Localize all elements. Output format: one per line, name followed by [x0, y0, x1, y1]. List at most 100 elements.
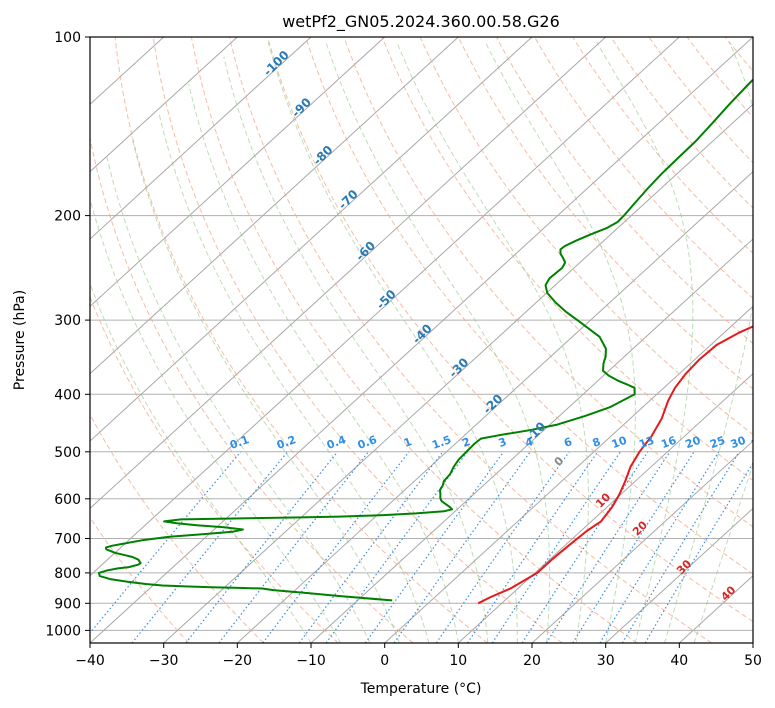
mixing-ratio-label: 0.6	[356, 433, 379, 452]
x-tick-label: 0	[380, 653, 389, 669]
mixing-ratio-label: 13	[637, 434, 656, 451]
moist-adiabat	[188, 83, 459, 643]
isotherm	[90, 37, 607, 510]
mixing-ratio-line	[131, 451, 289, 643]
y-axis-title: Pressure (hPa)	[12, 290, 28, 390]
y-tick-label: 800	[54, 566, 81, 582]
mixing-ratio-label: 1.5	[430, 433, 453, 452]
mixing-ratio-label: 30	[729, 434, 748, 452]
y-axis: 100 200 300 400 500 600 700 800 900 1000	[45, 30, 90, 639]
moist-adiabat	[484, 41, 636, 643]
isotherm	[90, 37, 533, 442]
mixing-ratio-line	[467, 451, 599, 643]
y-tick-label: 300	[54, 313, 81, 329]
y-tick-label: 1000	[45, 623, 81, 639]
dry-adiabat	[457, 37, 753, 390]
dry-adiabat	[267, 37, 753, 623]
isotherm	[90, 37, 459, 375]
mixing-ratio-label: 2	[460, 435, 472, 450]
x-tick-label: −40	[75, 653, 105, 669]
moist-adiabat	[131, 136, 400, 643]
y-tick-label: 600	[54, 492, 81, 508]
moist-adiabat	[664, 41, 753, 643]
mixing-ratio-line	[185, 451, 339, 643]
isotherm	[90, 37, 680, 577]
mixing-ratio-label: 25	[708, 434, 727, 451]
x-tick-label: 10	[449, 653, 467, 669]
mixing-ratio-line	[572, 451, 695, 643]
dry-adiabat	[648, 37, 753, 164]
x-tick-label: 50	[744, 653, 762, 669]
dry-adiabat	[419, 37, 753, 436]
mixing-ratio-label: 0.4	[325, 433, 348, 452]
moist-adiabat	[267, 41, 518, 643]
x-tick-label: 20	[523, 653, 541, 669]
mixing-ratio-line	[599, 451, 720, 643]
y-tick-label: 700	[54, 532, 81, 548]
mixing-ratio-label: 1	[402, 435, 414, 450]
x-axis-title: Temperature (°C)	[360, 681, 482, 697]
mixing-ratio-label: 20	[683, 434, 702, 452]
isotherm	[90, 37, 386, 308]
moist-adiabat	[396, 41, 589, 643]
isotherm	[457, 372, 753, 643]
x-tick-label: −30	[149, 653, 179, 669]
isotherm	[90, 37, 753, 643]
mixing-ratio-label: 8	[591, 435, 603, 450]
mixing-ratio-line	[262, 451, 410, 643]
moist-adiabat	[158, 114, 430, 643]
mixing-ratio-line	[621, 451, 740, 643]
y-tick-label: 500	[54, 445, 81, 461]
isotherm	[605, 507, 753, 643]
dry-adiabat	[90, 135, 414, 643]
dewpoint-line	[97, 78, 753, 602]
background-lines	[90, 37, 753, 643]
mixing-ratio-label: 3	[497, 435, 509, 450]
moist-adiabat	[106, 156, 371, 643]
dry-adiabat	[381, 37, 753, 482]
y-tick-label: 200	[54, 209, 81, 225]
x-tick-label: 40	[670, 653, 688, 669]
dry-adiabat	[610, 37, 753, 209]
x-tick-label: −10	[296, 653, 326, 669]
mixing-ratio-label: 6	[562, 435, 574, 450]
mixing-ratio-label: 10	[610, 434, 629, 452]
mixing-ratio-line	[545, 451, 671, 643]
moist-adiabat	[596, 41, 694, 643]
mixing-ratio-line	[90, 451, 242, 634]
dry-adiabat	[90, 516, 190, 643]
isotherm	[90, 37, 312, 240]
dry-adiabat	[305, 37, 753, 575]
x-tick-label: −20	[223, 653, 253, 669]
dry-adiabat	[495, 37, 753, 345]
isotherm	[90, 37, 238, 173]
dry-adiabat	[152, 37, 563, 643]
x-axis: −40 −30 −20 −10 0 10 20 30 40 50	[75, 643, 762, 669]
moist-adiabat	[90, 196, 341, 643]
mixing-ratio-line	[393, 451, 531, 643]
dry-adiabat	[190, 37, 638, 643]
mixing-ratio-label: 0.2	[275, 433, 298, 452]
isotherm	[384, 305, 753, 643]
temperature-line	[477, 325, 753, 605]
mixing-ratio-line	[218, 451, 369, 643]
isotherm	[531, 440, 753, 643]
y-tick-label: 400	[54, 387, 81, 403]
mixing-ratio-label: 36	[749, 434, 768, 452]
mixing-ratio-line	[364, 451, 505, 643]
chart-title: wetPf2_GN05.2024.360.00.58.G26	[282, 12, 560, 32]
y-tick-label: 100	[54, 30, 81, 46]
mixing-ratio-label: 4	[523, 435, 535, 450]
moist-adiabat	[693, 463, 753, 643]
profile-lines	[97, 78, 753, 605]
mixing-ratio-label: 0.1	[228, 433, 251, 452]
mixing-ratio-line	[644, 461, 753, 643]
x-tick-label: 30	[597, 653, 615, 669]
plot-frame	[89, 36, 754, 644]
dry-adiabat	[114, 37, 488, 643]
mixing-ratio-label: 16	[659, 434, 678, 452]
y-tick-label: 900	[54, 596, 81, 612]
dry-adiabat	[343, 37, 753, 528]
